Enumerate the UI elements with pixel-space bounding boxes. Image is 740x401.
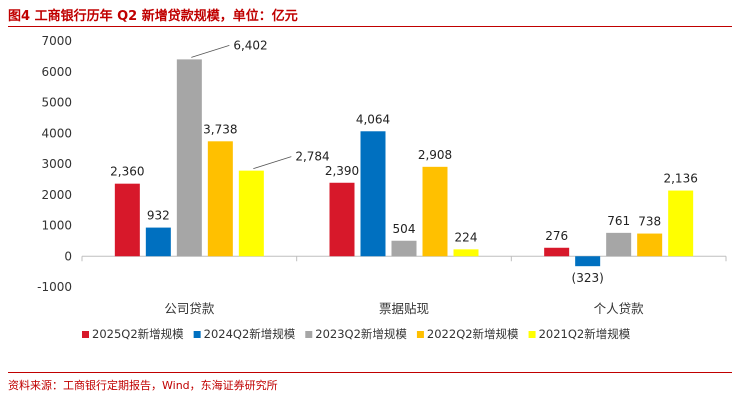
y-tick-label: -1000 [37,280,72,294]
x-category-label: 公司贷款 [164,301,215,316]
legend-label: 2022Q2新增规模 [427,327,519,341]
y-tick-label: 0 [64,249,72,263]
legend-label: 2021Q2新增规模 [539,327,631,341]
data-label: 932 [147,209,170,223]
legend-swatch [416,331,424,338]
bar [114,183,140,257]
bar [176,59,202,257]
data-label: 6,402 [233,38,267,52]
data-label: 276 [545,229,568,243]
bar [422,166,448,257]
source-note: 资料来源：工商银行定期报告，Wind，东海证券研究所 [8,379,278,392]
bar [637,233,663,257]
x-category-label: 个人贷款 [594,301,645,316]
data-label: 2,390 [325,164,359,178]
bar [238,170,264,257]
y-tick-label: 4000 [41,126,72,140]
chart-title: 图4 工商银行历年 Q2 新增贷款规模，单位：亿元 [8,9,298,24]
bar [329,182,355,257]
bar [668,190,694,257]
bar [606,232,632,257]
y-tick-label: 6000 [41,65,72,79]
data-label: 738 [638,215,661,229]
y-tick-label: 5000 [41,96,72,110]
x-category-label: 票据贴现 [379,301,429,316]
data-label: 2,360 [110,165,144,179]
label-leader-line [191,45,230,58]
legend-label: 2024Q2新增规模 [204,327,296,341]
legend-label: 2025Q2新增规模 [92,327,184,341]
legend-swatch [82,331,89,338]
y-tick-label: 3000 [41,157,72,171]
bar [453,249,479,257]
title-divider [8,26,732,27]
bar-layer [114,59,694,267]
data-label: 224 [455,230,478,244]
data-label: 2,136 [663,172,697,186]
data-label: (323) [572,271,604,285]
data-label: 504 [393,222,416,236]
bar [575,256,601,267]
legend-swatch [528,331,536,338]
data-label: 3,738 [203,122,237,136]
legend-swatch [193,331,201,338]
source-divider [8,372,732,373]
data-label: 761 [607,214,630,228]
bar [145,227,171,257]
bar [544,247,570,257]
legend: 2025Q2新增规模 2024Q2新增规模 2023Q2新增规模 2022Q2新增规模… [82,327,631,341]
legend-swatch [305,331,313,338]
label-leader-line [253,156,292,170]
bar [207,141,233,257]
y-tick-label: 7000 [41,34,72,48]
legend-label: 2023Q2新增规模 [315,327,407,341]
data-label: 4,064 [356,112,390,126]
bar [391,240,417,257]
data-label: 2,784 [295,150,329,164]
y-tick-label: 2000 [41,188,72,202]
data-label: 2,908 [418,148,452,162]
bar [360,131,386,257]
y-tick-label: 1000 [41,219,72,233]
bar-chart: -1000 0 1000 2000 3000 4000 5000 6000 7000 公司贷款 票据… [37,34,727,341]
